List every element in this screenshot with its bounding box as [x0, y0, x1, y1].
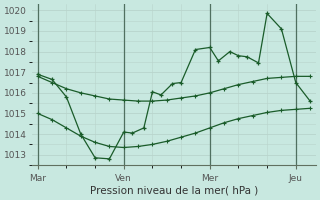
X-axis label: Pression niveau de la mer( hPa ): Pression niveau de la mer( hPa )	[90, 186, 258, 196]
